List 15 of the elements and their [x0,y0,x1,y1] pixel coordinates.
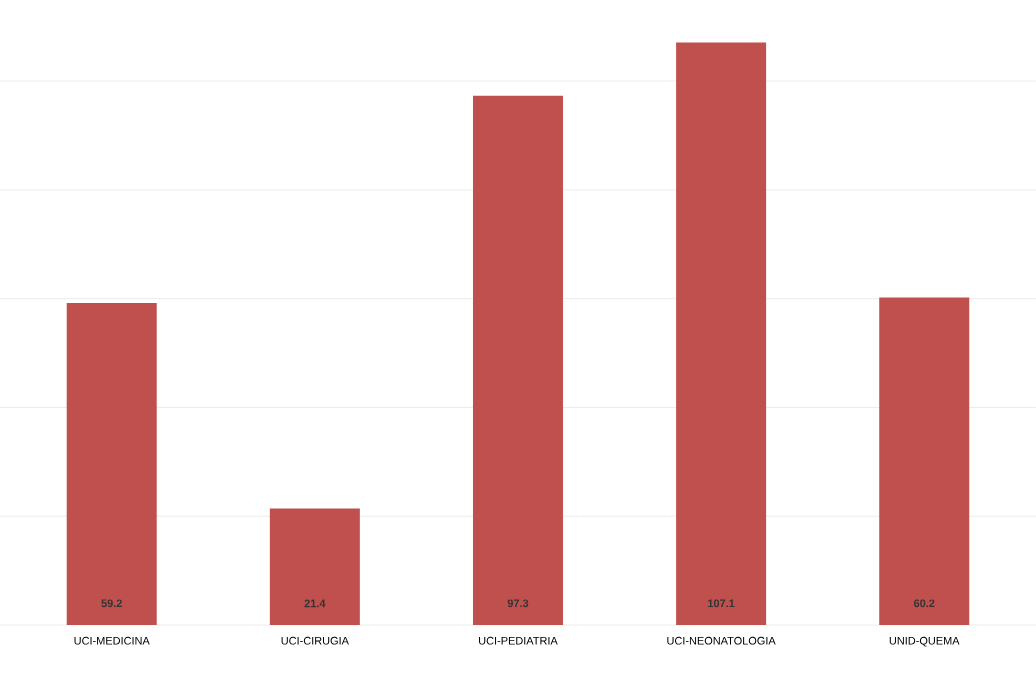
x-tick-label: UCI-PEDIATRIA [479,636,558,645]
x-tick-label: UCI-CIRUGIA [281,636,349,645]
data-label: 97.3 [507,599,529,608]
x-tick-label: UCI-NEONATOLOGIA [667,636,776,645]
data-label: 21.4 [304,599,326,608]
data-label: 59.2 [101,599,122,608]
x-tick-label: UCI-MEDICINA [74,636,150,645]
data-label: 107.1 [708,599,735,608]
bar [472,95,563,625]
bar [269,508,360,625]
bar [879,297,970,625]
x-tick-label: UNID-QUEMA [889,636,960,647]
bar [66,303,157,625]
bar [676,42,767,625]
data-label: 60.2 [913,599,935,608]
